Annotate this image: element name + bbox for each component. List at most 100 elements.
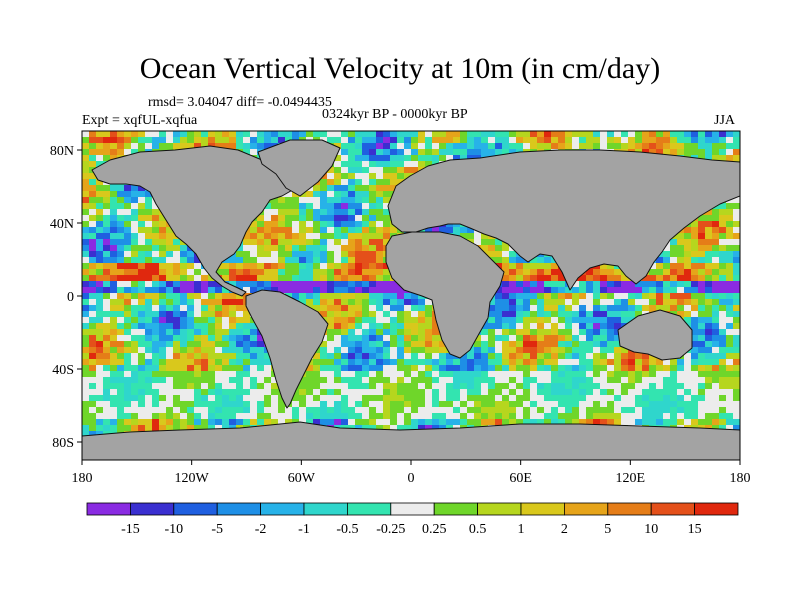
- velocity-cell: [684, 269, 691, 275]
- velocity-cell: [180, 383, 187, 389]
- velocity-cell: [425, 377, 432, 383]
- velocity-cell: [586, 407, 593, 413]
- velocity-cell: [306, 257, 313, 263]
- velocity-cell: [355, 221, 362, 227]
- velocity-cell: [495, 383, 502, 389]
- velocity-cell: [313, 269, 320, 275]
- velocity-cell: [96, 335, 103, 341]
- velocity-cell: [82, 185, 89, 191]
- velocity-cell: [159, 275, 166, 281]
- velocity-cell: [698, 155, 705, 161]
- velocity-cell: [124, 239, 131, 245]
- velocity-cell: [551, 275, 558, 281]
- velocity-cell: [173, 335, 180, 341]
- velocity-cell: [544, 131, 551, 137]
- velocity-cell: [201, 353, 208, 359]
- velocity-cell: [215, 293, 222, 299]
- velocity-cell: [719, 407, 726, 413]
- velocity-cell: [250, 233, 257, 239]
- velocity-cell: [320, 293, 327, 299]
- velocity-cell: [306, 365, 313, 371]
- velocity-cell: [390, 179, 397, 185]
- velocity-cell: [355, 317, 362, 323]
- velocity-cell: [390, 419, 397, 425]
- velocity-cell: [173, 365, 180, 371]
- velocity-cell: [124, 317, 131, 323]
- velocity-cell: [222, 335, 229, 341]
- velocity-cell: [621, 407, 628, 413]
- velocity-cell: [320, 251, 327, 257]
- velocity-cell: [460, 401, 467, 407]
- velocity-cell: [173, 263, 180, 269]
- velocity-cell: [551, 371, 558, 377]
- velocity-cell: [733, 323, 740, 329]
- velocity-cell: [691, 275, 698, 281]
- velocity-cell: [418, 389, 425, 395]
- velocity-cell: [397, 161, 404, 167]
- velocity-cell: [124, 215, 131, 221]
- velocity-cell: [271, 215, 278, 221]
- velocity-cell: [82, 281, 89, 287]
- velocity-cell: [425, 347, 432, 353]
- velocity-cell: [509, 317, 516, 323]
- velocity-cell: [117, 293, 124, 299]
- velocity-cell: [670, 287, 677, 293]
- velocity-cell: [278, 221, 285, 227]
- velocity-cell: [411, 323, 418, 329]
- velocity-cell: [530, 137, 537, 143]
- velocity-cell: [355, 269, 362, 275]
- velocity-cell: [649, 281, 656, 287]
- colorbar-swatch: [694, 502, 739, 516]
- velocity-cell: [726, 275, 733, 281]
- velocity-cell: [712, 245, 719, 251]
- velocity-cell: [313, 131, 320, 137]
- velocity-cell: [383, 389, 390, 395]
- colorbar-label: 10: [644, 522, 658, 537]
- velocity-cell: [446, 383, 453, 389]
- velocity-cell: [376, 161, 383, 167]
- velocity-cell: [285, 275, 292, 281]
- velocity-cell: [621, 305, 628, 311]
- velocity-cell: [173, 401, 180, 407]
- velocity-cell: [523, 407, 530, 413]
- velocity-cell: [299, 131, 306, 137]
- velocity-cell: [145, 371, 152, 377]
- velocity-cell: [320, 239, 327, 245]
- velocity-cell: [124, 131, 131, 137]
- velocity-cell: [593, 341, 600, 347]
- velocity-cell: [194, 257, 201, 263]
- velocity-cell: [222, 263, 229, 269]
- velocity-cell: [222, 419, 229, 425]
- velocity-cell: [89, 251, 96, 257]
- velocity-cell: [467, 233, 474, 239]
- velocity-cell: [404, 413, 411, 419]
- velocity-cell: [558, 365, 565, 371]
- velocity-cell: [495, 365, 502, 371]
- velocity-cell: [222, 365, 229, 371]
- velocity-cell: [488, 353, 495, 359]
- velocity-cell: [684, 413, 691, 419]
- velocity-cell: [215, 359, 222, 365]
- velocity-cell: [201, 143, 208, 149]
- velocity-cell: [285, 287, 292, 293]
- velocity-cell: [726, 353, 733, 359]
- velocity-cell: [467, 155, 474, 161]
- colorbar-swatch: [607, 502, 652, 516]
- velocity-cell: [586, 275, 593, 281]
- velocity-cell: [635, 377, 642, 383]
- velocity-cell: [96, 317, 103, 323]
- velocity-cell: [474, 389, 481, 395]
- velocity-cell: [341, 317, 348, 323]
- velocity-cell: [299, 293, 306, 299]
- velocity-cell: [306, 191, 313, 197]
- velocity-cell: [334, 389, 341, 395]
- velocity-cell: [474, 341, 481, 347]
- velocity-cell: [705, 251, 712, 257]
- velocity-cell: [159, 137, 166, 143]
- velocity-cell: [523, 275, 530, 281]
- landmass-antarctica: [82, 421, 740, 460]
- velocity-cell: [96, 353, 103, 359]
- velocity-cell: [117, 371, 124, 377]
- velocity-cell: [110, 317, 117, 323]
- velocity-cell: [551, 341, 558, 347]
